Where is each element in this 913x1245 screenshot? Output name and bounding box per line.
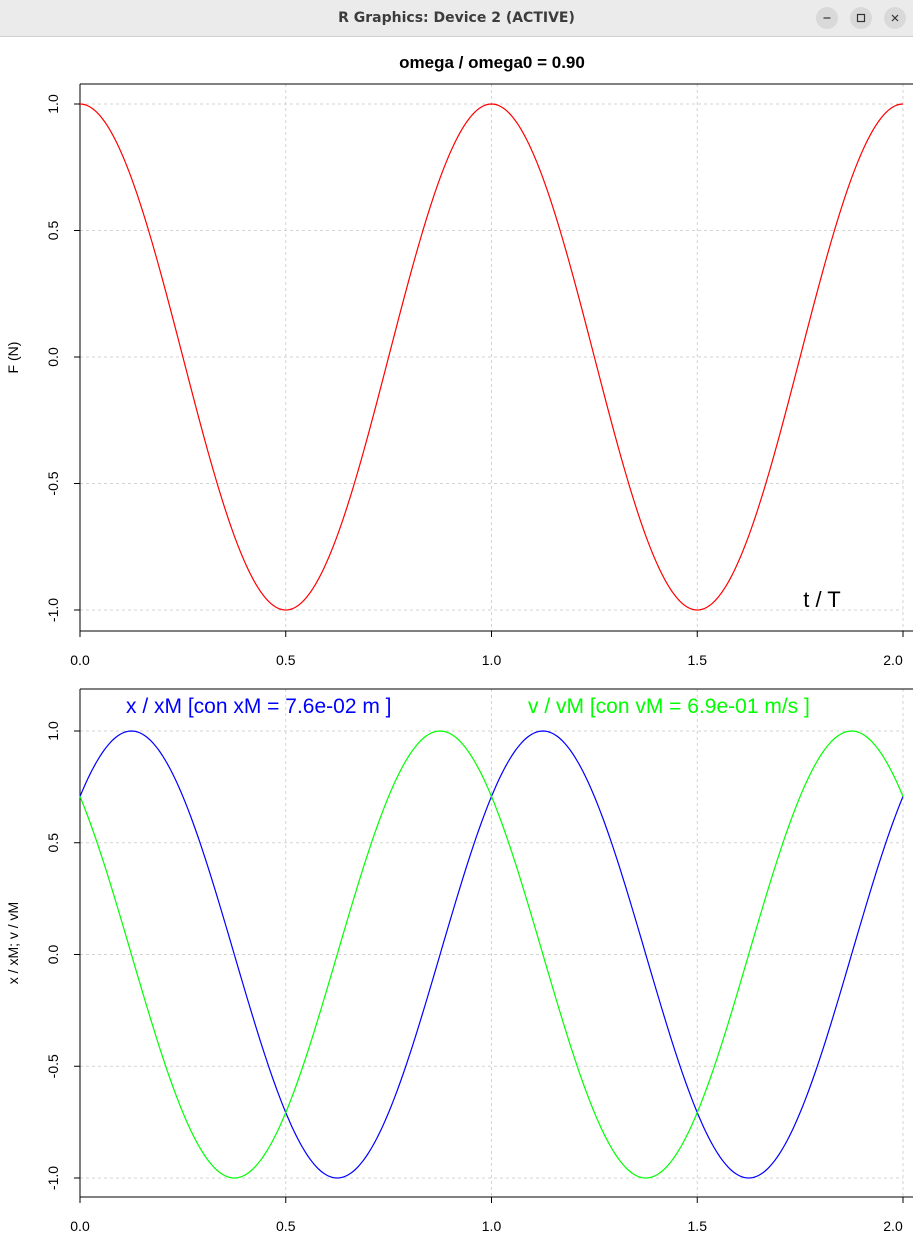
x-tick-label: 0.5 (276, 652, 296, 668)
y-tick-label: 0.5 (45, 833, 61, 853)
y-tick-label: 1.0 (45, 94, 61, 114)
y-tick-label: 1.0 (45, 721, 61, 741)
y-tick-label: -1.0 (45, 1166, 61, 1190)
plot-area: -1.0 -0.5 0.0 0.5 1.0 0.0 0.5 1.0 1.5 2.0 F (N) ome… (5, 53, 913, 1234)
chart-panel-2: -1.0 -0.5 0.0 0.5 1.0 0.0 0.5 1.0 1.5 2.0 x / xM; … (5, 688, 913, 1234)
y-tick-label: 0.0 (45, 347, 61, 367)
maximize-button[interactable] (850, 7, 872, 29)
series-line-1 (79, 103, 904, 611)
y-tick-label: 0.0 (45, 945, 61, 965)
x-tick-label: 0.0 (70, 1218, 90, 1234)
y-tick-label: -0.5 (45, 471, 61, 495)
x-tick-label: 0.5 (276, 1218, 296, 1234)
axis-annotation: t / T (803, 587, 841, 612)
x-tick-label: 1.0 (482, 652, 502, 668)
y-tick-label: 0.5 (45, 221, 61, 241)
minimize-button[interactable] (816, 7, 838, 29)
y-tick-label: -0.5 (45, 1054, 61, 1078)
y-axis-label: F (N) (5, 342, 21, 374)
window-title: R Graphics: Device 2 (ACTIVE) (338, 10, 575, 26)
close-icon (891, 14, 899, 22)
x-tick-label: 2.0 (883, 1218, 903, 1234)
chart-panel-1: -1.0 -0.5 0.0 0.5 1.0 0.0 0.5 1.0 1.5 2.0 F (N) ome… (5, 53, 913, 668)
x-tick-label: 1.5 (688, 652, 708, 668)
close-button[interactable] (884, 7, 906, 29)
legend-entry: v / vM [con vM = 6.9e-01 m/s ] (528, 695, 810, 718)
chart-title: omega / omega0 = 0.90 (399, 53, 585, 72)
x-tick-label: 1.0 (482, 1218, 502, 1234)
minimize-icon (823, 17, 831, 19)
x-tick-label: 1.5 (688, 1218, 708, 1234)
x-tick-label: 0.0 (70, 652, 90, 668)
y-tick-label: -1.0 (45, 598, 61, 622)
series-line-2 (79, 730, 904, 1179)
y-axis-label: x / xM; v / vM (5, 902, 21, 984)
window-titlebar: R Graphics: Device 2 (ACTIVE) (0, 0, 913, 37)
maximize-icon (856, 13, 866, 23)
x-tick-label: 2.0 (883, 652, 903, 668)
legend-entry: x / xM [con xM = 7.6e-02 m ] (126, 695, 392, 718)
